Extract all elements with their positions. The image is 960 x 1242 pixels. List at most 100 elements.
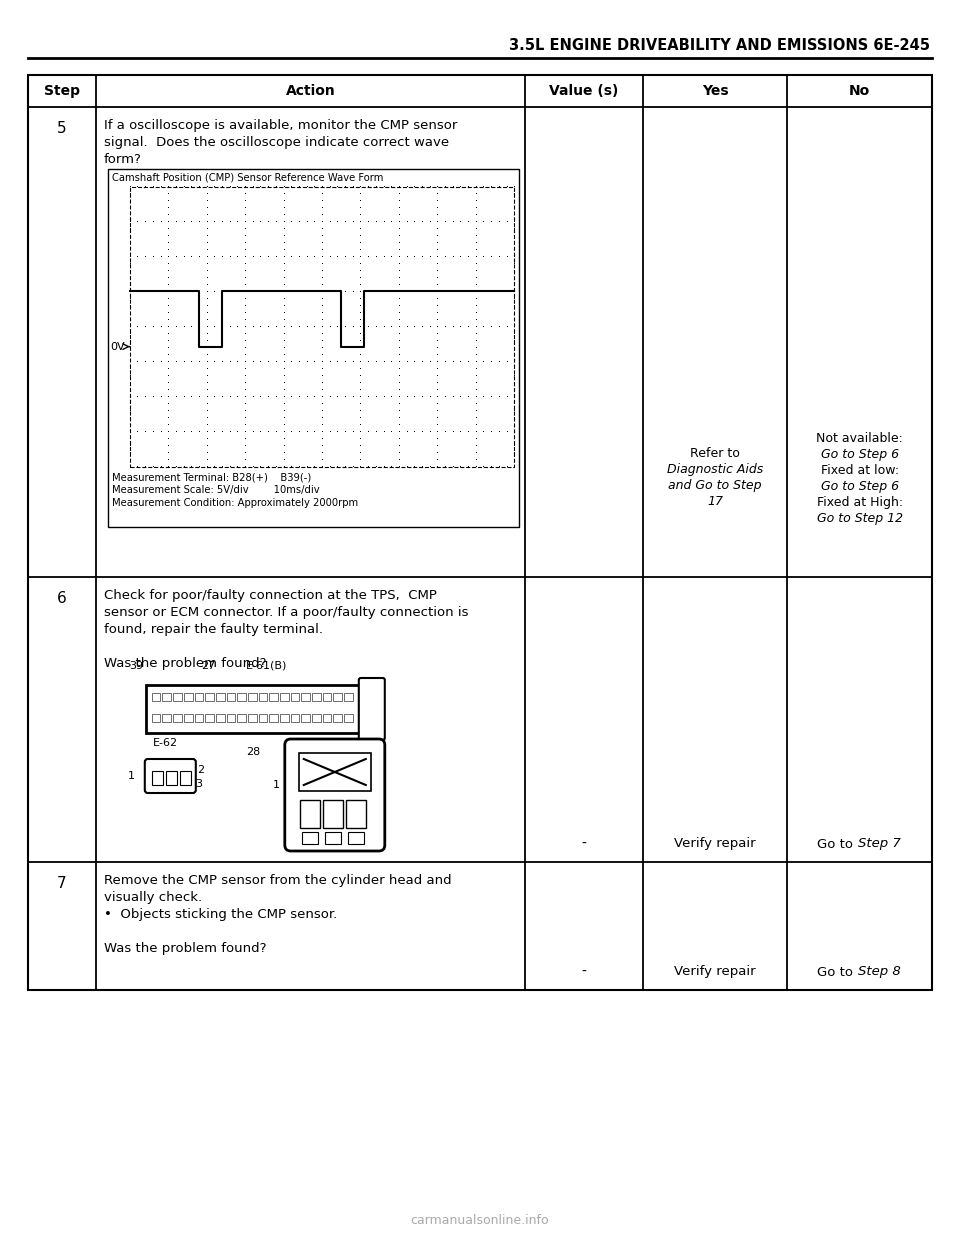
Text: If a oscilloscope is available, monitor the CMP sensor: If a oscilloscope is available, monitor … [104, 119, 457, 132]
Bar [195, 693, 204, 700]
Text: Refer to: Refer to [690, 447, 740, 460]
Text: and Go to Step: and Go to Step [668, 479, 762, 492]
Bar [301, 714, 310, 722]
Text: No: No [849, 84, 871, 98]
Bar [180, 771, 191, 785]
Bar [258, 714, 267, 722]
Bar [205, 714, 214, 722]
Bar [270, 693, 278, 700]
Text: 2: 2 [377, 750, 384, 760]
Bar [227, 693, 235, 700]
Text: signal.  Does the oscilloscope indicate correct wave: signal. Does the oscilloscope indicate c… [104, 137, 449, 149]
Text: Go to Step 12: Go to Step 12 [817, 512, 902, 525]
Text: Action: Action [286, 84, 335, 98]
Bar [348, 832, 364, 845]
Bar [299, 753, 371, 791]
Text: Remove the CMP sensor from the cylinder head and: Remove the CMP sensor from the cylinder … [104, 874, 451, 887]
Text: 3: 3 [195, 779, 203, 789]
Bar [248, 714, 256, 722]
Bar [280, 714, 289, 722]
Text: 3: 3 [377, 820, 384, 830]
Text: Fixed at low:: Fixed at low: [821, 465, 899, 477]
Bar [237, 693, 246, 700]
Text: Verify repair: Verify repair [674, 965, 756, 979]
Text: 27: 27 [201, 661, 215, 671]
Bar [258, 693, 267, 700]
Bar [312, 693, 321, 700]
Text: Measurement Condition: Approximately 2000rpm: Measurement Condition: Approximately 200… [111, 498, 358, 508]
FancyBboxPatch shape [145, 759, 196, 792]
Bar [173, 693, 181, 700]
Bar [184, 714, 193, 722]
Text: Go to: Go to [817, 837, 857, 851]
Bar [344, 714, 353, 722]
Bar [162, 693, 171, 700]
Text: sensor or ECM connector. If a poor/faulty connection is: sensor or ECM connector. If a poor/fault… [104, 606, 468, 619]
Bar [173, 714, 181, 722]
Text: found, repair the faulty terminal.: found, repair the faulty terminal. [104, 623, 323, 636]
Text: Not available:: Not available: [816, 432, 903, 445]
Text: Go to Step 6: Go to Step 6 [821, 479, 899, 493]
Text: Step: Step [44, 84, 80, 98]
Bar [162, 714, 171, 722]
Text: Yes: Yes [702, 84, 729, 98]
Text: Value (s): Value (s) [549, 84, 618, 98]
Bar [130, 188, 515, 467]
Bar [216, 714, 225, 722]
FancyBboxPatch shape [285, 739, 385, 851]
Text: 39: 39 [130, 661, 144, 671]
Text: 2: 2 [197, 765, 204, 775]
Text: E-61(B): E-61(B) [246, 661, 287, 671]
Text: Check for poor/faulty connection at the TPS,  CMP: Check for poor/faulty connection at the … [104, 589, 437, 602]
Bar [323, 714, 331, 722]
Bar [323, 693, 331, 700]
Text: Measurement Scale: 5V/div        10ms/div: Measurement Scale: 5V/div 10ms/div [111, 484, 320, 496]
Bar [28, 75, 932, 990]
Text: Go to: Go to [817, 965, 857, 979]
Bar [344, 693, 353, 700]
Bar [237, 714, 246, 722]
Text: 7: 7 [57, 876, 66, 891]
Bar [346, 800, 366, 828]
Bar [216, 693, 225, 700]
Text: 0V: 0V [109, 342, 125, 351]
Bar [323, 800, 343, 828]
Text: Was the problem found?: Was the problem found? [104, 657, 266, 669]
Text: -: - [582, 965, 587, 979]
Text: Was the problem found?: Was the problem found? [104, 941, 266, 955]
Text: 6: 6 [57, 591, 67, 606]
Text: •  Objects sticking the CMP sensor.: • Objects sticking the CMP sensor. [104, 908, 337, 922]
Bar [301, 693, 310, 700]
Bar [333, 693, 342, 700]
Text: Go to Step 6: Go to Step 6 [821, 448, 899, 461]
Bar [300, 800, 320, 828]
Text: Step 7: Step 7 [857, 837, 900, 851]
Text: E-62: E-62 [153, 738, 178, 748]
Bar [146, 686, 361, 733]
Bar [324, 832, 341, 845]
Bar [291, 693, 300, 700]
Bar [333, 714, 342, 722]
Text: Measurement Terminal: B28(+)    B39(-): Measurement Terminal: B28(+) B39(-) [111, 472, 311, 482]
Text: form?: form? [104, 153, 142, 166]
Bar [108, 169, 519, 527]
Text: 3.5L ENGINE DRIVEABILITY AND EMISSIONS 6E-245: 3.5L ENGINE DRIVEABILITY AND EMISSIONS 6… [509, 39, 930, 53]
Bar [248, 693, 256, 700]
Text: -: - [582, 837, 587, 851]
Bar [166, 771, 177, 785]
Text: E-68: E-68 [321, 722, 346, 732]
Bar [205, 693, 214, 700]
Text: Verify repair: Verify repair [674, 837, 756, 851]
Bar [152, 714, 160, 722]
FancyBboxPatch shape [359, 678, 385, 740]
Text: Camshaft Position (CMP) Sensor Reference Wave Form: Camshaft Position (CMP) Sensor Reference… [111, 173, 383, 183]
Bar [291, 714, 300, 722]
Text: 1: 1 [129, 771, 135, 781]
Text: 28: 28 [246, 746, 260, 758]
Text: visually check.: visually check. [104, 891, 202, 904]
Bar [227, 714, 235, 722]
Bar [152, 693, 160, 700]
Bar [312, 714, 321, 722]
Text: Step 8: Step 8 [857, 965, 900, 979]
Bar [152, 771, 163, 785]
